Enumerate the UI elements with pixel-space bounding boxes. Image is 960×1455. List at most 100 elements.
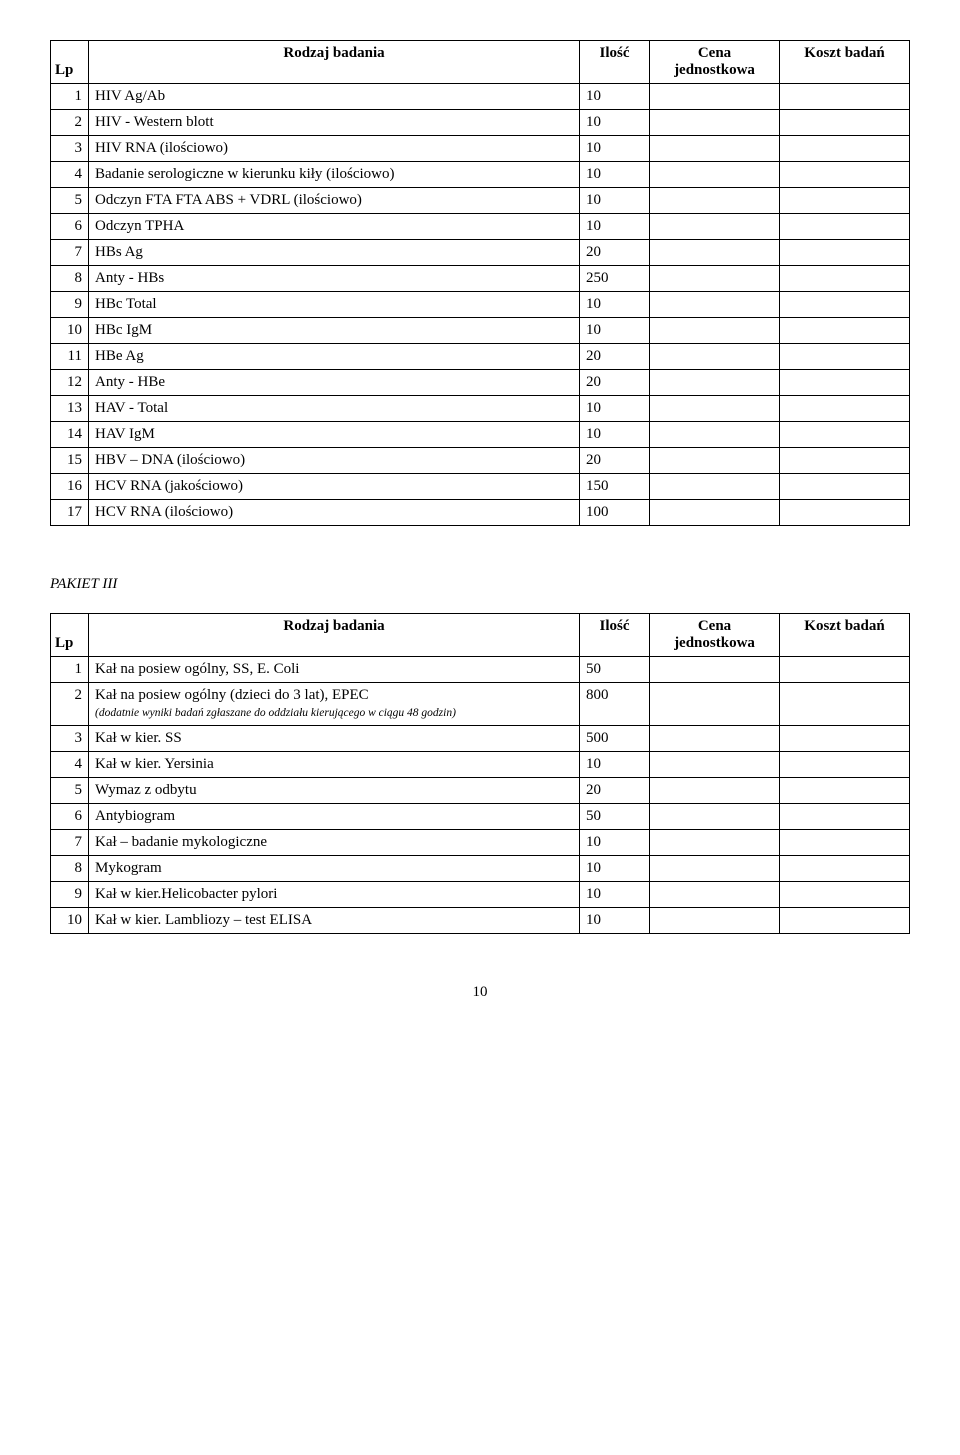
- col-cena: Cena jednostkowa: [650, 614, 780, 657]
- cell-unit-price: [650, 657, 780, 683]
- cell-cost: [780, 908, 910, 934]
- cell-qty: 500: [580, 726, 650, 752]
- cell-unit-price: [650, 856, 780, 882]
- cell-cost: [780, 110, 910, 136]
- cell-lp: 10: [51, 318, 89, 344]
- cell-lp: 12: [51, 370, 89, 396]
- cell-cost: [780, 448, 910, 474]
- table-row: 11HBe Ag20: [51, 344, 910, 370]
- cell-qty: 100: [580, 500, 650, 526]
- cell-unit-price: [650, 882, 780, 908]
- cell-cost: [780, 474, 910, 500]
- cell-lp: 15: [51, 448, 89, 474]
- table-row: 8Anty - HBs250: [51, 266, 910, 292]
- table-header-row: Lp Rodzaj badania Ilość Cena jednostkowa…: [51, 614, 910, 657]
- table-row: 1Kał na posiew ogólny, SS, E. Coli50: [51, 657, 910, 683]
- table-row: 14HAV IgM10: [51, 422, 910, 448]
- cell-cost: [780, 422, 910, 448]
- table-row: 5Odczyn FTA FTA ABS + VDRL (ilościowo)10: [51, 188, 910, 214]
- table-row: 9HBc Total10: [51, 292, 910, 318]
- cell-unit-price: [650, 778, 780, 804]
- cell-cost: [780, 500, 910, 526]
- cell-unit-price: [650, 396, 780, 422]
- table-row: 7HBs Ag20: [51, 240, 910, 266]
- cell-qty: 10: [580, 396, 650, 422]
- cell-lp: 3: [51, 136, 89, 162]
- cell-cost: [780, 752, 910, 778]
- col-koszt: Koszt badań: [780, 614, 910, 657]
- cell-name: Mykogram: [89, 856, 580, 882]
- cell-name: HIV RNA (ilościowo): [89, 136, 580, 162]
- cell-unit-price: [650, 214, 780, 240]
- table-row: 4Kał w kier. Yersinia10: [51, 752, 910, 778]
- cell-qty: 20: [580, 240, 650, 266]
- cell-lp: 5: [51, 188, 89, 214]
- cell-qty: 20: [580, 448, 650, 474]
- cell-lp: 13: [51, 396, 89, 422]
- col-lp: Lp: [51, 41, 89, 84]
- exam-name: Kał na posiew ogólny (dzieci do 3 lat), …: [95, 687, 369, 703]
- cell-name: Kał na posiew ogólny, SS, E. Coli: [89, 657, 580, 683]
- cell-cost: [780, 188, 910, 214]
- cell-lp: 2: [51, 683, 89, 726]
- cell-unit-price: [650, 110, 780, 136]
- cell-lp: 4: [51, 752, 89, 778]
- cell-cost: [780, 162, 910, 188]
- cell-cost: [780, 683, 910, 726]
- cell-name: Anty - HBe: [89, 370, 580, 396]
- table2-body: 1Kał na posiew ogólny, SS, E. Coli502Kał…: [51, 657, 910, 934]
- table-row: 6Odczyn TPHA10: [51, 214, 910, 240]
- cell-unit-price: [650, 683, 780, 726]
- cell-cost: [780, 84, 910, 110]
- cell-name: HCV RNA (ilościowo): [89, 500, 580, 526]
- cell-lp: 4: [51, 162, 89, 188]
- cell-name: Kał w kier. Lambliozy – test ELISA: [89, 908, 580, 934]
- cell-lp: 9: [51, 292, 89, 318]
- table-row: 13HAV - Total10: [51, 396, 910, 422]
- cell-cost: [780, 266, 910, 292]
- table-row: 7Kał – badanie mykologiczne10: [51, 830, 910, 856]
- cell-qty: 10: [580, 162, 650, 188]
- cell-qty: 10: [580, 318, 650, 344]
- cell-lp: 16: [51, 474, 89, 500]
- table-header-row: Lp Rodzaj badania Ilość Cena jednostkowa…: [51, 41, 910, 84]
- table-row: 12Anty - HBe20: [51, 370, 910, 396]
- col-ilosc: Ilość: [580, 614, 650, 657]
- col-cena: Cena jednostkowa: [650, 41, 780, 84]
- table-row: 9Kał w kier.Helicobacter pylori10: [51, 882, 910, 908]
- cell-lp: 6: [51, 214, 89, 240]
- table-row: 15HBV – DNA (ilościowo)20: [51, 448, 910, 474]
- cell-qty: 800: [580, 683, 650, 726]
- cell-qty: 10: [580, 882, 650, 908]
- cell-unit-price: [650, 726, 780, 752]
- table-row: 6Antybiogram50: [51, 804, 910, 830]
- cell-cost: [780, 292, 910, 318]
- cell-cost: [780, 804, 910, 830]
- cell-cost: [780, 882, 910, 908]
- cell-name: HCV RNA (jakościowo): [89, 474, 580, 500]
- table-row: 10Kał w kier. Lambliozy – test ELISA10: [51, 908, 910, 934]
- cell-lp: 8: [51, 856, 89, 882]
- cell-name: Odczyn FTA FTA ABS + VDRL (ilościowo): [89, 188, 580, 214]
- cell-qty: 50: [580, 657, 650, 683]
- cell-lp: 1: [51, 84, 89, 110]
- table-row: 3Kał w kier. SS500: [51, 726, 910, 752]
- cell-name: Antybiogram: [89, 804, 580, 830]
- cell-name: Odczyn TPHA: [89, 214, 580, 240]
- cell-name: HIV Ag/Ab: [89, 84, 580, 110]
- section-title-pakiet: PAKIET III: [50, 576, 910, 593]
- cell-lp: 6: [51, 804, 89, 830]
- table-row: 17HCV RNA (ilościowo)100: [51, 500, 910, 526]
- cell-qty: 20: [580, 344, 650, 370]
- cell-name: HBs Ag: [89, 240, 580, 266]
- cell-qty: 10: [580, 856, 650, 882]
- cell-name: HAV - Total: [89, 396, 580, 422]
- cell-name: Kał – badanie mykologiczne: [89, 830, 580, 856]
- table-row: 3HIV RNA (ilościowo)10: [51, 136, 910, 162]
- cell-qty: 20: [580, 370, 650, 396]
- table-row: 4Badanie serologiczne w kierunku kiły (i…: [51, 162, 910, 188]
- cell-qty: 10: [580, 422, 650, 448]
- cell-name: HIV - Western blott: [89, 110, 580, 136]
- cell-lp: 17: [51, 500, 89, 526]
- table1-body: 1HIV Ag/Ab102HIV - Western blott103HIV R…: [51, 84, 910, 526]
